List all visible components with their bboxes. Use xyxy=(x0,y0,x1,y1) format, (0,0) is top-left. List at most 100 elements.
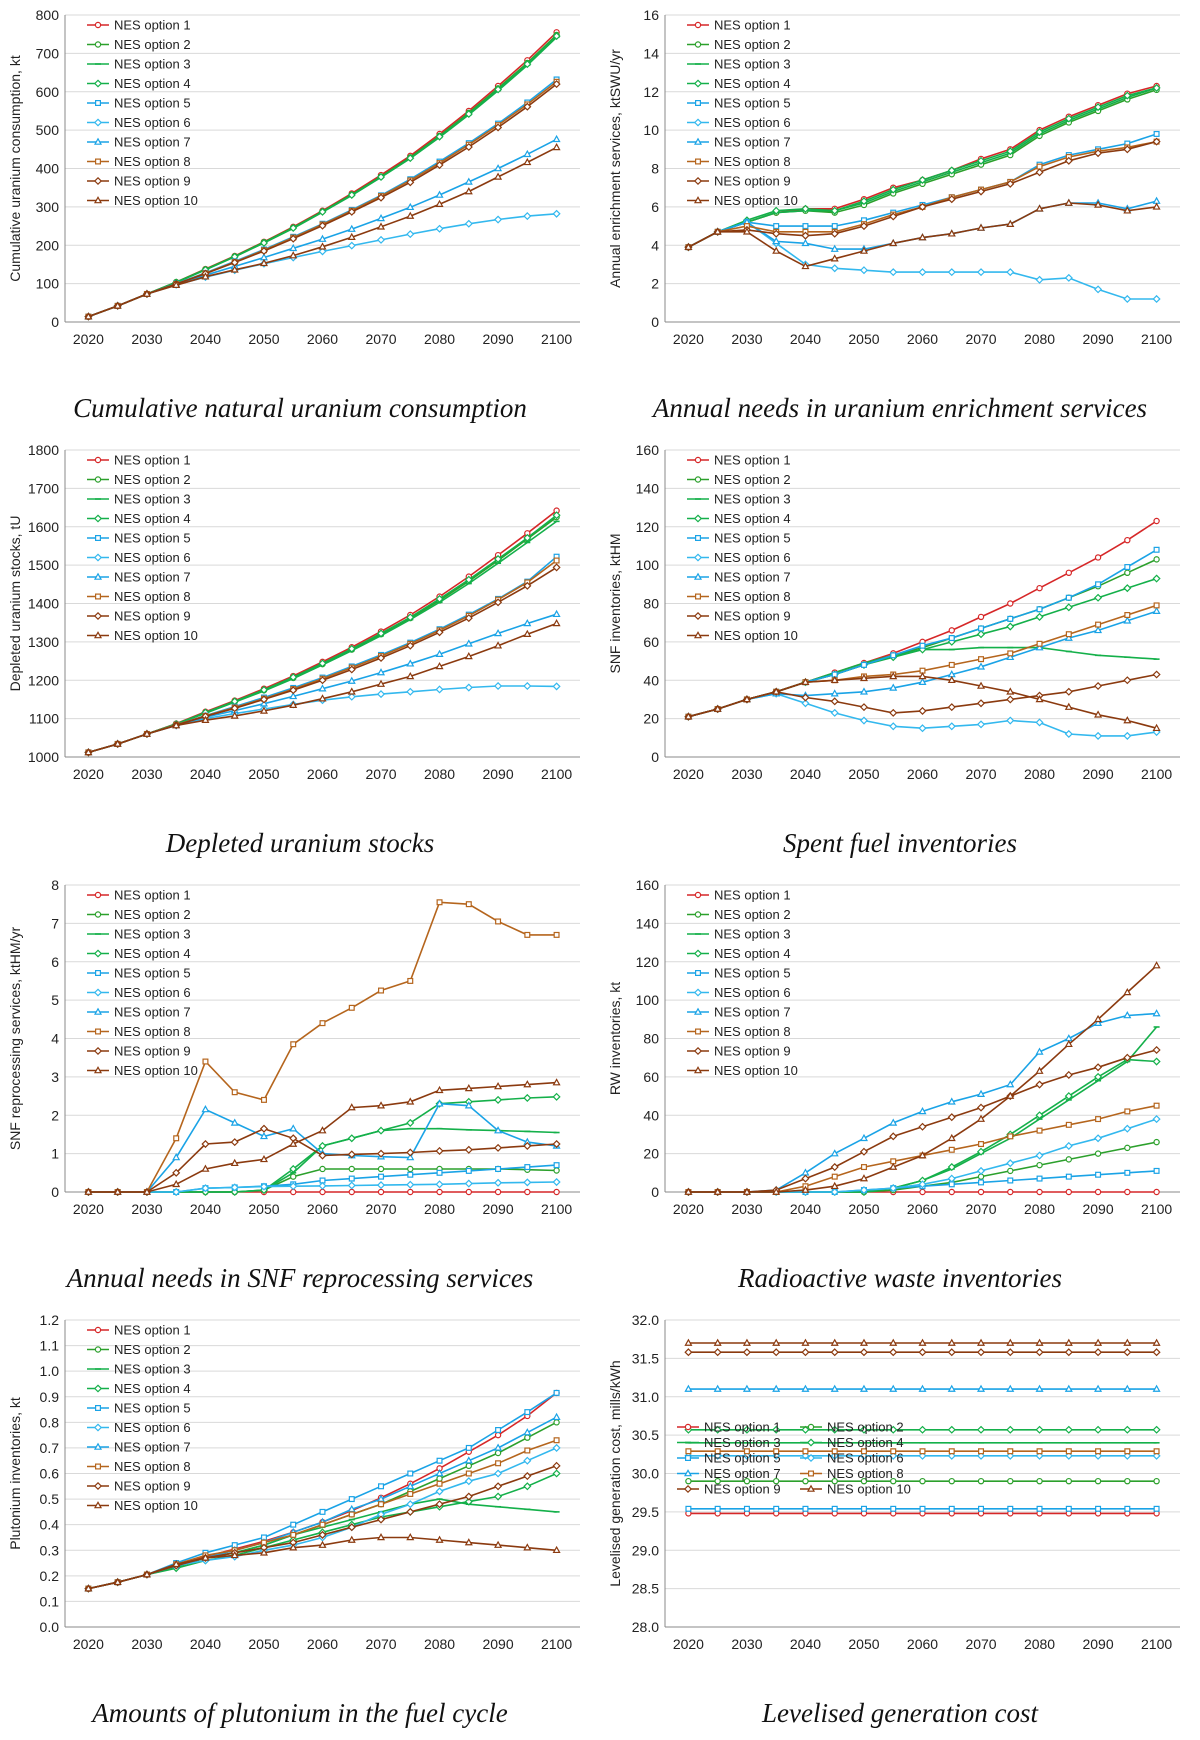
data-point xyxy=(918,1425,927,1434)
x-tick-label: 2070 xyxy=(365,331,396,347)
data-point xyxy=(685,1448,692,1455)
data-point xyxy=(523,1543,532,1551)
data-point xyxy=(831,223,838,230)
x-tick-label: 2090 xyxy=(482,1201,513,1217)
data-point xyxy=(552,80,561,89)
legend-marker xyxy=(93,1384,103,1393)
x-tick-label: 2080 xyxy=(424,1201,455,1217)
data-point xyxy=(290,1531,297,1538)
y-tick-label: 8 xyxy=(651,161,659,177)
data-point xyxy=(113,1187,122,1195)
legend-marker xyxy=(693,1007,703,1015)
data-point xyxy=(1123,1425,1132,1434)
data-point xyxy=(1007,1477,1014,1485)
legend-label: NES option 6 xyxy=(827,1451,904,1466)
legend-item: NES option 3 xyxy=(687,927,791,942)
legend-item: NES option 3 xyxy=(87,492,191,507)
data-point xyxy=(947,1384,956,1392)
data-point xyxy=(685,1505,692,1512)
chart-cumulative-uranium: 0 100 200 300 400 500 600 700 800 2020 2030 2040 205… xyxy=(7,7,580,347)
data-point xyxy=(713,704,722,712)
data-point xyxy=(801,1168,810,1176)
legend-item: NES option 7 xyxy=(687,570,791,585)
data-point xyxy=(523,1428,532,1436)
y-tick-label: 2 xyxy=(51,1107,59,1123)
legend-item: NES option 8 xyxy=(87,1024,191,1039)
data-point xyxy=(290,1041,297,1048)
y-axis-label: Annual enrichment services, ktSWU/yr xyxy=(607,49,623,288)
caption-snf-reprocessing: Annual needs in SNF reprocessing service… xyxy=(66,1263,534,1293)
data-point xyxy=(464,187,473,195)
x-tick-label: 2070 xyxy=(965,1201,996,1217)
data-point xyxy=(772,1451,781,1460)
y-tick-label: 600 xyxy=(36,84,60,100)
data-point xyxy=(1152,961,1161,969)
legend-item: NES option 4 xyxy=(687,946,791,961)
data-point xyxy=(1006,1091,1015,1099)
series-7 xyxy=(684,606,1161,720)
legend-marker xyxy=(693,631,703,639)
data-point xyxy=(172,1187,181,1197)
data-point xyxy=(494,1443,503,1451)
data-point xyxy=(1036,1127,1043,1134)
data-point xyxy=(976,1166,986,1175)
data-point xyxy=(977,1089,986,1097)
legend-label: NES option 3 xyxy=(114,492,191,507)
data-point xyxy=(1152,1425,1161,1434)
legend-item: NES option 1 xyxy=(677,1420,781,1435)
data-point xyxy=(435,224,444,233)
data-point xyxy=(464,177,473,185)
legend-marker xyxy=(93,1481,103,1491)
data-point xyxy=(1094,731,1103,740)
legend-marker xyxy=(94,1346,102,1353)
x-tick-label: 2100 xyxy=(541,331,572,347)
y-tick-label: 0 xyxy=(651,314,659,330)
data-point xyxy=(831,1173,838,1180)
data-point xyxy=(889,722,898,731)
x-tick-label: 2090 xyxy=(482,1636,513,1652)
panel-generation-cost: 28.0 28.5 29.0 29.5 30.0 30.5 31.0 31.5 32.0 2020… xyxy=(600,1305,1200,1740)
legend-marker xyxy=(93,79,103,88)
legend-marker xyxy=(93,1423,103,1432)
data-point xyxy=(976,630,986,639)
data-point xyxy=(1094,681,1103,691)
data-point xyxy=(289,251,298,259)
data-point xyxy=(1152,294,1161,304)
data-point xyxy=(831,1505,838,1512)
legend-label: NES option 2 xyxy=(114,1342,191,1357)
y-tick-label: 20 xyxy=(643,1146,659,1162)
chart-enrichment: 0 2 4 6 8 10 12 14 16 2020 2030 2040 2050 2060 2070 208… xyxy=(607,7,1180,347)
data-point xyxy=(801,1338,810,1346)
legend-marker xyxy=(93,176,103,186)
legend-label: NES option 8 xyxy=(114,154,191,169)
data-point xyxy=(201,1105,210,1113)
y-tick-label: 1200 xyxy=(28,672,59,688)
data-point xyxy=(289,223,298,233)
y-tick-label: 0 xyxy=(651,1184,659,1200)
data-point xyxy=(347,687,356,695)
legend-item: NES option 9 xyxy=(687,174,791,189)
y-tick-label: 160 xyxy=(636,877,660,893)
data-point xyxy=(289,234,298,243)
legend-item: NES option 7 xyxy=(677,1466,781,1481)
data-point xyxy=(142,1570,151,1578)
legend-item: NES option 7 xyxy=(87,570,191,585)
series-4 xyxy=(684,1425,1161,1434)
data-point xyxy=(172,280,181,288)
data-point xyxy=(773,1505,780,1512)
legend-marker xyxy=(693,79,703,88)
data-point xyxy=(289,700,298,708)
data-point xyxy=(1035,1151,1044,1160)
legend-label: NES option 5 xyxy=(704,1451,781,1466)
data-point xyxy=(1153,1505,1160,1512)
y-axis-label: SNF reprocessing services, ktHM/yr xyxy=(7,927,23,1151)
legend-marker xyxy=(693,1046,703,1056)
data-point xyxy=(1094,1188,1102,1196)
data-point xyxy=(464,652,473,660)
x-tick-label: 2090 xyxy=(1082,1201,1113,1217)
data-point xyxy=(347,241,356,250)
data-point xyxy=(1094,593,1103,602)
data-point xyxy=(1065,1188,1073,1196)
data-point xyxy=(494,1449,502,1457)
series-10 xyxy=(84,142,561,320)
